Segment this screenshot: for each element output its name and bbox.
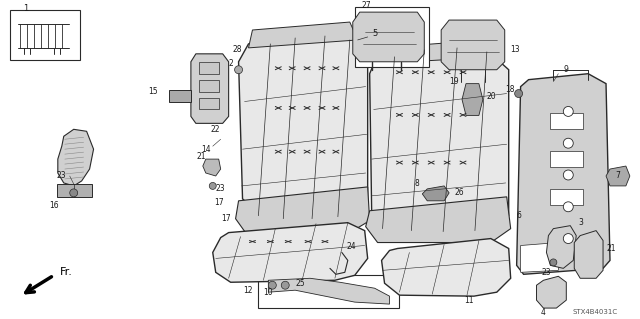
- Polygon shape: [520, 242, 558, 272]
- Polygon shape: [550, 189, 583, 205]
- Text: 8: 8: [415, 179, 420, 189]
- Text: 26: 26: [454, 189, 464, 197]
- Polygon shape: [422, 186, 449, 201]
- Polygon shape: [268, 278, 390, 304]
- Circle shape: [268, 281, 276, 289]
- Polygon shape: [57, 184, 92, 197]
- Polygon shape: [203, 159, 221, 176]
- Text: 23: 23: [57, 172, 67, 181]
- Polygon shape: [353, 12, 424, 62]
- Polygon shape: [574, 231, 603, 278]
- Text: 21: 21: [196, 152, 206, 161]
- Polygon shape: [199, 80, 219, 92]
- Text: 25: 25: [295, 279, 305, 288]
- Text: 18: 18: [505, 85, 515, 94]
- Text: 17: 17: [214, 198, 223, 207]
- Text: STX4B4031C: STX4B4031C: [573, 309, 618, 315]
- Polygon shape: [58, 129, 93, 186]
- Polygon shape: [370, 47, 509, 233]
- Text: 23: 23: [541, 268, 551, 277]
- Text: 13: 13: [511, 45, 520, 54]
- Polygon shape: [606, 166, 630, 186]
- Polygon shape: [239, 34, 367, 221]
- Text: 12: 12: [243, 286, 252, 295]
- Polygon shape: [199, 62, 219, 74]
- Text: Fr.: Fr.: [60, 267, 73, 277]
- Text: 3: 3: [578, 218, 583, 227]
- Polygon shape: [355, 7, 429, 67]
- Circle shape: [235, 66, 243, 74]
- Circle shape: [563, 234, 573, 243]
- Text: 10: 10: [264, 288, 273, 297]
- Polygon shape: [248, 22, 358, 48]
- Text: 1: 1: [24, 4, 29, 13]
- Text: 21: 21: [606, 244, 616, 253]
- Polygon shape: [236, 187, 370, 233]
- Text: 16: 16: [49, 201, 59, 210]
- Text: 11: 11: [464, 296, 474, 305]
- Polygon shape: [550, 114, 583, 129]
- Polygon shape: [191, 54, 228, 123]
- Polygon shape: [462, 84, 483, 115]
- Text: 6: 6: [516, 211, 521, 220]
- Circle shape: [550, 259, 557, 266]
- Text: 2: 2: [228, 59, 234, 68]
- Text: 27: 27: [362, 1, 371, 10]
- Text: 20: 20: [487, 92, 497, 101]
- Text: 7: 7: [616, 172, 620, 181]
- Circle shape: [515, 90, 523, 98]
- Text: 15: 15: [148, 87, 158, 96]
- Text: 4: 4: [541, 308, 546, 316]
- Text: 19: 19: [449, 77, 459, 86]
- Circle shape: [563, 138, 573, 148]
- Polygon shape: [365, 197, 511, 242]
- Polygon shape: [381, 239, 511, 296]
- Text: 23: 23: [216, 184, 225, 193]
- Polygon shape: [547, 226, 576, 268]
- Polygon shape: [169, 90, 191, 101]
- Circle shape: [563, 170, 573, 180]
- Text: 14: 14: [201, 145, 211, 154]
- Text: 17: 17: [221, 214, 230, 223]
- Circle shape: [563, 202, 573, 212]
- Polygon shape: [212, 223, 367, 282]
- Polygon shape: [374, 40, 497, 64]
- Text: 28: 28: [232, 45, 242, 54]
- Polygon shape: [10, 10, 79, 60]
- Polygon shape: [536, 276, 566, 308]
- Text: 22: 22: [211, 125, 220, 134]
- Circle shape: [281, 281, 289, 289]
- Polygon shape: [550, 151, 583, 167]
- Polygon shape: [199, 98, 219, 109]
- Circle shape: [563, 107, 573, 116]
- Text: 5: 5: [372, 29, 377, 39]
- Text: 9: 9: [564, 65, 569, 74]
- Polygon shape: [259, 275, 399, 308]
- Text: 24: 24: [347, 242, 356, 251]
- Circle shape: [70, 189, 77, 197]
- Circle shape: [209, 182, 216, 189]
- Polygon shape: [441, 20, 505, 70]
- Polygon shape: [516, 74, 610, 274]
